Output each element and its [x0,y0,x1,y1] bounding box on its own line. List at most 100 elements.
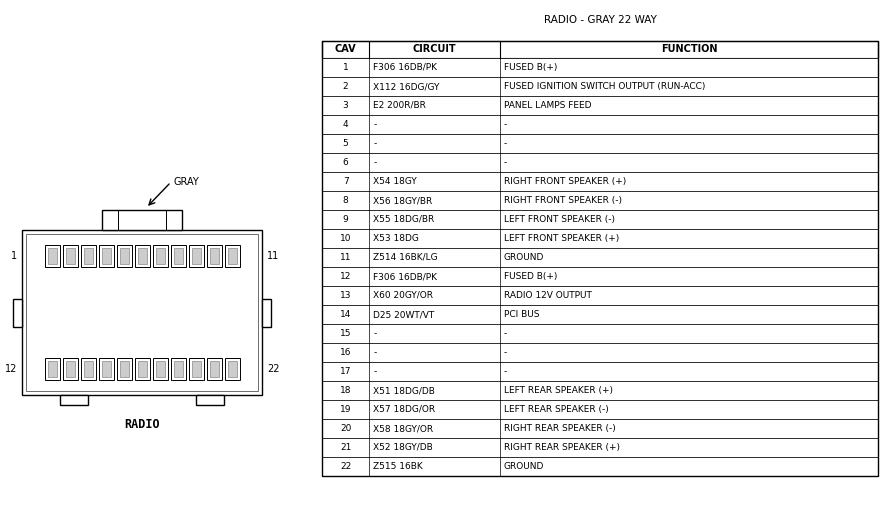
Bar [224,245,240,267]
Bar [80,245,96,267]
Text: FUSED B(+): FUSED B(+) [504,272,557,281]
Bar [322,438,878,457]
Text: 4: 4 [342,120,349,129]
Text: 18: 18 [340,386,351,395]
Bar [322,381,878,400]
Text: FUSED IGNITION SWITCH OUTPUT (RUN-ACC): FUSED IGNITION SWITCH OUTPUT (RUN-ACC) [504,82,705,91]
Bar [65,361,74,377]
Text: -: - [374,139,376,148]
Bar [138,248,147,264]
Bar [98,358,114,380]
Text: 7: 7 [342,177,349,186]
Text: RADIO 12V OUTPUT: RADIO 12V OUTPUT [504,291,592,300]
Text: -: - [374,367,376,376]
Text: 8: 8 [342,196,349,205]
Text: 22: 22 [267,364,280,374]
Text: 20: 20 [340,424,351,433]
Text: 21: 21 [340,443,351,452]
Text: 17: 17 [340,367,351,376]
Bar [116,245,131,267]
Bar [322,400,878,419]
Text: -: - [504,348,507,357]
Text: X54 18GY: X54 18GY [374,177,417,186]
Text: GRAY: GRAY [173,177,198,187]
Text: 6: 6 [342,158,349,167]
Text: RIGHT REAR SPEAKER (+): RIGHT REAR SPEAKER (+) [504,443,620,452]
Bar [322,305,878,324]
Text: 11: 11 [340,253,351,262]
Bar [189,358,204,380]
Bar [171,358,185,380]
Bar [153,358,167,380]
Bar [83,361,92,377]
Text: X55 18DG/BR: X55 18DG/BR [374,215,434,224]
Bar [63,358,78,380]
Bar [322,41,878,58]
Bar [207,245,222,267]
Text: RIGHT FRONT SPEAKER (+): RIGHT FRONT SPEAKER (+) [504,177,626,186]
Bar [47,361,56,377]
Text: PANEL LAMPS FEED: PANEL LAMPS FEED [504,101,592,110]
Text: LEFT FRONT SPEAKER (+): LEFT FRONT SPEAKER (+) [504,234,620,243]
Bar [227,361,237,377]
Text: X51 18DG/DB: X51 18DG/DB [374,386,435,395]
Text: FUNCTION: FUNCTION [661,45,717,55]
Text: RADIO - GRAY 22 WAY: RADIO - GRAY 22 WAY [544,15,656,25]
Bar [322,115,878,134]
Bar [156,248,164,264]
Bar [191,248,200,264]
Bar [80,358,96,380]
Bar [322,77,878,96]
Text: X58 18GY/OR: X58 18GY/OR [374,424,434,433]
Bar [65,248,74,264]
Text: RADIO: RADIO [124,418,160,432]
Text: GROUND: GROUND [504,462,544,471]
Text: CIRCUIT: CIRCUIT [413,45,457,55]
Text: 22: 22 [340,462,351,471]
Text: F306 16DB/PK: F306 16DB/PK [374,63,437,72]
Text: -: - [374,158,376,167]
Text: 1: 1 [11,251,17,261]
Bar [207,358,222,380]
Text: D25 20WT/VT: D25 20WT/VT [374,310,434,319]
Bar [322,153,878,172]
Bar [45,245,60,267]
Bar [156,361,164,377]
Bar [83,248,92,264]
Text: 5: 5 [342,139,349,148]
Bar [322,343,878,362]
Bar [102,361,111,377]
Bar [173,361,182,377]
Bar [22,230,262,395]
Text: -: - [374,348,376,357]
Bar [13,299,22,327]
Bar [120,361,129,377]
Text: 12: 12 [340,272,351,281]
Text: 1: 1 [342,63,349,72]
Bar [322,229,878,248]
Bar [196,395,224,405]
Text: Z514 16BK/LG: Z514 16BK/LG [374,253,438,262]
Bar [45,358,60,380]
Bar [322,286,878,305]
Bar [322,267,878,286]
Bar [322,191,878,210]
Text: 9: 9 [342,215,349,224]
Bar [191,361,200,377]
Bar [262,299,271,327]
Text: X112 16DG/GY: X112 16DG/GY [374,82,440,91]
Bar [189,245,204,267]
Text: LEFT FRONT SPEAKER (-): LEFT FRONT SPEAKER (-) [504,215,615,224]
Bar [134,358,149,380]
Text: 11: 11 [267,251,279,261]
Text: -: - [504,367,507,376]
Text: RIGHT FRONT SPEAKER (-): RIGHT FRONT SPEAKER (-) [504,196,622,205]
Bar [63,245,78,267]
Bar [47,248,56,264]
Bar [153,245,167,267]
Text: Z515 16BK: Z515 16BK [374,462,423,471]
Text: 12: 12 [4,364,17,374]
Text: X52 18GY/DB: X52 18GY/DB [374,443,433,452]
Text: -: - [504,158,507,167]
Bar [322,457,878,476]
